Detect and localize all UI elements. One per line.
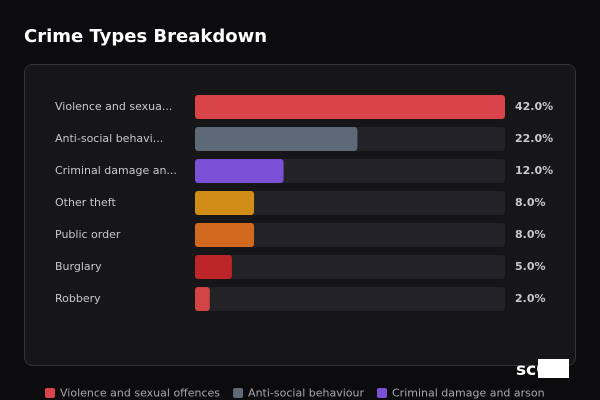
legend-swatch: [45, 388, 55, 398]
bar: [195, 223, 255, 247]
bar: [195, 191, 255, 215]
bar-track: [195, 287, 505, 311]
value-label: 5.0%: [515, 260, 546, 273]
legend-label: Violence and sexual offences: [60, 387, 220, 400]
value-label: 22.0%: [515, 132, 553, 145]
bar: [195, 159, 284, 183]
category-label: Public order: [55, 228, 121, 241]
legend-swatch: [377, 388, 387, 398]
bar-track: [195, 223, 505, 247]
category-label: Other theft: [55, 196, 116, 209]
category-label: Criminal damage an...: [55, 164, 177, 177]
watermark-box: [538, 359, 569, 378]
category-label: Violence and sexua...: [55, 100, 172, 113]
category-label: Anti-social behavi...: [55, 132, 163, 145]
legend-label: Criminal damage and arson: [392, 387, 545, 400]
category-label: Burglary: [55, 260, 102, 273]
bar: [195, 287, 210, 311]
value-label: 12.0%: [515, 164, 553, 177]
legend-swatch: [233, 388, 244, 398]
value-label: 8.0%: [515, 228, 546, 241]
bar-track: [195, 191, 505, 215]
bar: [195, 255, 232, 279]
value-label: 2.0%: [515, 292, 546, 305]
bar: [195, 95, 505, 119]
watermark: scOS: [516, 360, 563, 380]
legend-label: Anti-social behaviour: [248, 387, 364, 400]
category-label: Robbery: [55, 292, 101, 305]
value-label: 42.0%: [515, 100, 553, 113]
value-label: 8.0%: [515, 196, 546, 209]
bar: [195, 127, 358, 151]
chart-title: Crime Types Breakdown: [24, 26, 267, 47]
bar-track: [195, 255, 505, 279]
